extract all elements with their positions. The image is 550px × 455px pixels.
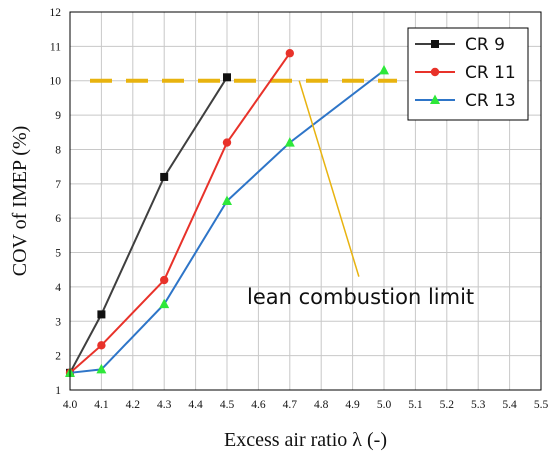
x-tick-label: 5.3: [471, 399, 486, 411]
data-point: [223, 73, 231, 82]
x-tick-label: 4.3: [157, 399, 172, 411]
data-point: [97, 341, 106, 350]
y-tick-label: 4: [55, 282, 61, 294]
x-tick-label: 4.4: [188, 399, 203, 411]
series-line-cr-0: [69, 76, 228, 374]
y-tick-label: 8: [55, 144, 61, 156]
data-point: [96, 363, 107, 374]
x-tick-label: 5.5: [534, 399, 549, 411]
y-tick-label: 3: [55, 316, 61, 328]
series-line-cr-2: [69, 69, 385, 374]
x-tick-label: 5.2: [440, 399, 455, 411]
y-tick-label: 1: [55, 385, 61, 397]
x-tick-label: 4.6: [251, 399, 266, 411]
tick-labels: 4.0 4.1 4.2 4.3 4.4 4.5 4.6 4.7 4.8 4.9 5.0 5.1 5.2 5…: [50, 7, 549, 411]
legend: CR 9 CR 11 CR 13: [407, 27, 529, 121]
data-point: [379, 64, 389, 75]
x-tick-label: 5.0: [377, 399, 392, 411]
data-point: [222, 138, 232, 147]
plot-frame: [69, 11, 542, 391]
x-tick-label: 4.2: [126, 399, 141, 411]
y-tick-label: 9: [55, 110, 61, 122]
legend-marker: [430, 67, 440, 77]
x-axis-label: Excess air ratio λ (-): [224, 429, 387, 451]
legend-marker: [430, 94, 440, 104]
legend-label: CR 13: [465, 91, 516, 111]
data-point: [222, 195, 232, 205]
data-point: [284, 137, 295, 147]
y-axis-label: COV of IMEP (%): [9, 126, 31, 277]
legend-label: CR 11: [465, 63, 516, 83]
data-point: [160, 172, 169, 181]
y-tick-label: 2: [55, 351, 61, 363]
legend-label: CR 9: [465, 35, 505, 55]
annotation-text: lean combustion limit: [247, 285, 474, 309]
annotation: lean combustion limit: [247, 80, 474, 309]
y-tick-label: 12: [50, 7, 62, 19]
data-point: [159, 298, 170, 309]
x-tick-label: 4.9: [345, 399, 360, 411]
y-tick-label: 11: [50, 41, 61, 53]
annotation-pointer: [298, 80, 360, 277]
x-tick-label: 4.8: [314, 399, 329, 411]
x-tick-label: 4.0: [63, 399, 78, 411]
x-tick-label: 4.1: [94, 399, 109, 411]
series-line-cr-1: [69, 52, 291, 374]
y-tick-label: 10: [50, 76, 62, 88]
legend-marker: [431, 40, 439, 48]
x-tick-label: 5.4: [502, 399, 517, 411]
data-point: [285, 49, 294, 58]
data-point: [160, 275, 169, 285]
y-tick-label: 6: [55, 213, 61, 225]
y-tick-label: 5: [55, 248, 61, 260]
x-tick-label: 5.1: [408, 399, 423, 411]
x-tick-label: 4.5: [220, 399, 235, 411]
y-tick-label: 7: [55, 179, 61, 191]
x-tick-label: 4.7: [283, 399, 298, 411]
data-point: [97, 310, 106, 319]
